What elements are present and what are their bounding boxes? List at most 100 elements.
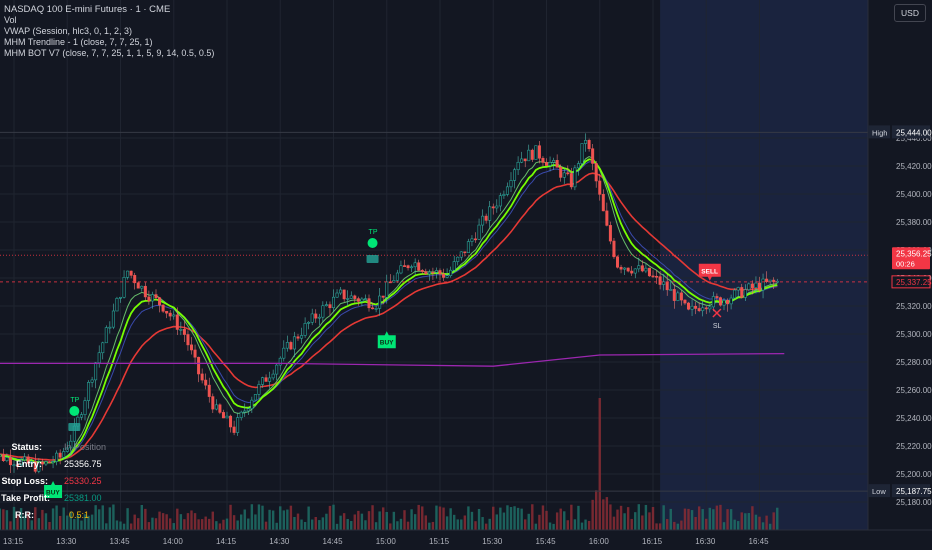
x-tick-label: 13:15 bbox=[3, 537, 24, 546]
volume-bar bbox=[768, 523, 772, 530]
candle-body bbox=[182, 329, 186, 335]
volume-bar bbox=[94, 505, 97, 530]
candle-body bbox=[708, 306, 712, 310]
buy-signal-label: BUY bbox=[46, 490, 60, 497]
candle-body bbox=[246, 408, 250, 412]
volume-bar bbox=[435, 505, 438, 530]
candle-body bbox=[729, 297, 733, 305]
volume-bar bbox=[506, 505, 509, 530]
volume-bar bbox=[275, 522, 278, 530]
candle-body bbox=[193, 349, 197, 358]
volume-bar bbox=[442, 507, 445, 530]
candle-body bbox=[289, 342, 293, 350]
volume-bar bbox=[311, 519, 314, 530]
volume-bar bbox=[183, 519, 186, 530]
candle-body bbox=[395, 272, 399, 281]
candle-body bbox=[637, 265, 641, 270]
info-value: 25356.75 bbox=[64, 459, 102, 469]
candle-body bbox=[30, 461, 34, 464]
volume-bar bbox=[318, 520, 321, 530]
candle-body bbox=[555, 160, 559, 168]
volume-bar bbox=[350, 521, 353, 530]
candle-body bbox=[750, 283, 754, 288]
volume-bar bbox=[243, 509, 246, 530]
volume-bar bbox=[758, 516, 761, 530]
volume-bar bbox=[687, 508, 690, 530]
volume-bar bbox=[424, 515, 427, 530]
volume-bar bbox=[382, 507, 385, 530]
volume-bar bbox=[729, 509, 733, 530]
price-label-value-bg bbox=[892, 125, 930, 139]
info-label: Status: bbox=[11, 442, 42, 452]
chart-legend: NASDAQ 100 E-mini Futures · 1 · CME Vol … bbox=[4, 4, 214, 59]
legend-vwap[interactable]: VWAP (Session, hlc3, 0, 1, 2, 3) bbox=[4, 26, 133, 36]
volume-bar bbox=[453, 514, 456, 530]
volume-bar bbox=[563, 511, 566, 530]
volume-bar bbox=[605, 497, 609, 530]
candle-body bbox=[122, 277, 126, 298]
volume-bar bbox=[406, 521, 410, 530]
volume-bar bbox=[765, 515, 768, 530]
candle-body bbox=[495, 205, 499, 209]
legend-symbol[interactable]: NASDAQ 100 E-mini Futures · 1 · CME bbox=[4, 4, 171, 15]
volume-bar bbox=[0, 508, 2, 530]
volume-bar bbox=[502, 512, 506, 530]
volume-bar bbox=[55, 505, 58, 530]
candle-body bbox=[90, 379, 94, 383]
candle-body bbox=[694, 305, 698, 309]
volume-bar bbox=[80, 520, 83, 530]
candle-body bbox=[392, 280, 396, 283]
candle-body bbox=[310, 313, 314, 323]
candle-body bbox=[662, 281, 666, 285]
volume-bar bbox=[254, 514, 257, 530]
volume-bar bbox=[314, 516, 317, 530]
legend-trendline[interactable]: MHM Trendline - 1 (close, 7, 7, 25, 1) bbox=[4, 37, 153, 47]
candle-body bbox=[335, 292, 339, 298]
legend-volume[interactable]: Vol bbox=[4, 15, 17, 25]
volume-bar bbox=[399, 518, 403, 530]
volume-bar bbox=[612, 516, 616, 530]
candle-body bbox=[65, 447, 69, 452]
sell-signal-label: SELL bbox=[701, 268, 718, 275]
volume-bar bbox=[722, 522, 726, 530]
volume-bar bbox=[357, 510, 360, 530]
volume-bar bbox=[477, 508, 481, 530]
volume-bar bbox=[144, 508, 147, 530]
volume-bar bbox=[34, 507, 37, 530]
volume-bar bbox=[392, 511, 396, 530]
info-label: Take Profit: bbox=[1, 493, 50, 503]
slow-trendline bbox=[0, 172, 778, 461]
candle-body bbox=[754, 282, 758, 288]
candle-body bbox=[726, 299, 730, 305]
candle-body bbox=[5, 457, 9, 462]
candle-body bbox=[47, 461, 51, 464]
legend-bot[interactable]: MHM BOT V7 (close, 7, 7, 25, 1, 1, 5, 9,… bbox=[4, 48, 215, 58]
volume-bar bbox=[261, 505, 264, 530]
candle-body bbox=[268, 377, 272, 382]
volume-bar bbox=[737, 521, 740, 530]
candle-body bbox=[250, 399, 254, 409]
volume-bar bbox=[754, 514, 758, 530]
price-tag bbox=[891, 275, 931, 289]
candle-body bbox=[229, 415, 233, 428]
currency-button[interactable]: USD bbox=[894, 4, 926, 22]
y-tick-label: 25,420.00 bbox=[896, 162, 932, 171]
tp-marker-dot bbox=[367, 238, 378, 248]
volume-bar bbox=[616, 509, 619, 530]
candle-body bbox=[172, 314, 176, 317]
candle-body bbox=[434, 270, 438, 273]
candle-body bbox=[232, 426, 236, 433]
volume-bar bbox=[726, 509, 729, 530]
x-tick-label: 13:30 bbox=[56, 537, 77, 546]
volume-bar bbox=[680, 520, 683, 530]
candle-body bbox=[534, 145, 538, 160]
candle-body bbox=[140, 285, 144, 289]
volume-bar bbox=[112, 504, 115, 530]
candle-body bbox=[367, 298, 371, 309]
volume-bar bbox=[339, 515, 342, 530]
volume-bar bbox=[69, 511, 72, 530]
candle-body bbox=[697, 308, 701, 312]
volume-bar bbox=[591, 499, 594, 530]
volume-bar bbox=[673, 521, 676, 530]
